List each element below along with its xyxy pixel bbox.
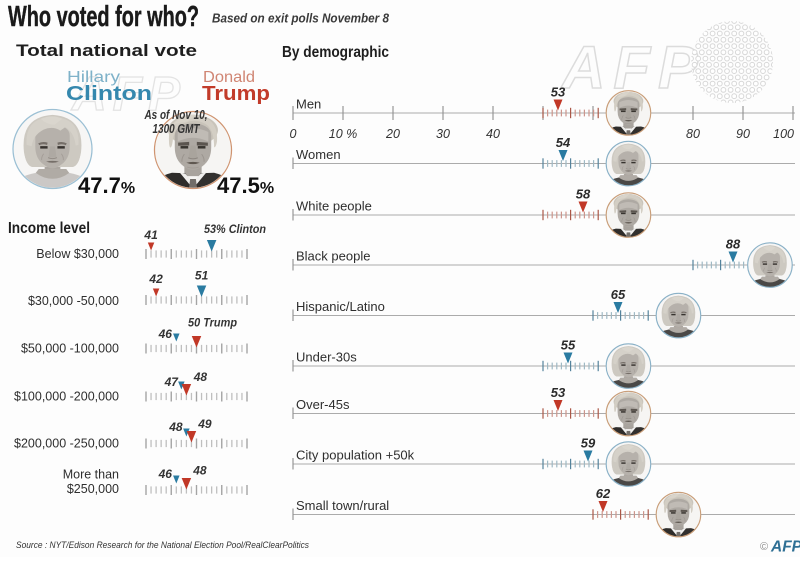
svg-text:$50,000 -100,000: $50,000 -100,000 bbox=[21, 342, 119, 356]
svg-text:59: 59 bbox=[581, 436, 596, 451]
svg-text:54: 54 bbox=[556, 135, 571, 150]
svg-text:©: © bbox=[760, 541, 768, 553]
svg-text:By demographic: By demographic bbox=[282, 44, 389, 61]
svg-text:47: 47 bbox=[164, 375, 180, 389]
svg-text:80: 80 bbox=[686, 127, 700, 141]
svg-text:Trump: Trump bbox=[202, 83, 270, 105]
svg-text:$250,000: $250,000 bbox=[67, 482, 119, 496]
svg-text:AFP: AFP bbox=[770, 539, 800, 556]
svg-text:58: 58 bbox=[576, 187, 591, 202]
svg-text:88: 88 bbox=[726, 237, 741, 252]
svg-text:$30,000 -50,000: $30,000 -50,000 bbox=[28, 294, 119, 308]
svg-text:White people: White people bbox=[296, 199, 372, 214]
svg-text:Men: Men bbox=[296, 97, 321, 112]
svg-text:100: 100 bbox=[773, 127, 794, 141]
svg-text:Income level: Income level bbox=[8, 220, 90, 237]
svg-text:Hispanic/Latino: Hispanic/Latino bbox=[296, 299, 385, 314]
svg-text:1300 GMT: 1300 GMT bbox=[153, 122, 201, 136]
svg-text:30: 30 bbox=[436, 127, 450, 141]
svg-text:46: 46 bbox=[158, 327, 173, 341]
svg-text:53: 53 bbox=[551, 385, 566, 400]
svg-text:City population +50k: City population +50k bbox=[296, 448, 415, 463]
svg-text:10 %: 10 % bbox=[329, 127, 358, 141]
svg-text:Hillary: Hillary bbox=[67, 69, 120, 86]
svg-text:20: 20 bbox=[385, 127, 400, 141]
svg-text:55: 55 bbox=[561, 338, 576, 353]
svg-text:Women: Women bbox=[296, 147, 341, 162]
svg-text:$200,000 -250,000: $200,000 -250,000 bbox=[14, 437, 119, 451]
svg-text:Total national vote: Total national vote bbox=[16, 41, 197, 60]
svg-text:Under-30s: Under-30s bbox=[296, 350, 357, 365]
svg-text:48: 48 bbox=[193, 370, 208, 384]
svg-text:53% Clinton: 53% Clinton bbox=[204, 222, 266, 236]
svg-text:Source : NYT/Edison Research f: Source : NYT/Edison Research for the Nat… bbox=[16, 540, 309, 551]
svg-text:50 Trump: 50 Trump bbox=[188, 316, 237, 330]
svg-text:90: 90 bbox=[736, 127, 750, 141]
svg-text:Donald: Donald bbox=[203, 69, 255, 86]
svg-text:Over-45s: Over-45s bbox=[296, 397, 350, 412]
svg-text:Who voted for who?: Who voted for who? bbox=[8, 1, 199, 33]
svg-text:0: 0 bbox=[290, 127, 297, 141]
svg-text:65: 65 bbox=[611, 287, 626, 302]
svg-text:Clinton: Clinton bbox=[66, 83, 152, 105]
svg-text:Based on exit polls November 8: Based on exit polls November 8 bbox=[212, 11, 390, 26]
svg-text:As of Nov 10,: As of Nov 10, bbox=[144, 108, 208, 122]
svg-text:AFP: AFP bbox=[71, 68, 186, 121]
svg-text:48: 48 bbox=[192, 464, 207, 478]
svg-text:48: 48 bbox=[168, 420, 183, 434]
svg-text:51: 51 bbox=[195, 269, 209, 283]
svg-text:42: 42 bbox=[148, 272, 163, 286]
svg-text:Below $30,000: Below $30,000 bbox=[36, 247, 119, 261]
svg-text:53: 53 bbox=[551, 85, 566, 100]
svg-text:46: 46 bbox=[158, 467, 173, 481]
svg-text:49: 49 bbox=[197, 417, 212, 431]
svg-text:41: 41 bbox=[143, 228, 158, 242]
svg-text:$100,000 -200,000: $100,000 -200,000 bbox=[14, 390, 119, 404]
svg-text:40: 40 bbox=[486, 127, 500, 141]
svg-text:Black people: Black people bbox=[296, 249, 370, 264]
svg-text:More than: More than bbox=[63, 468, 119, 482]
svg-text:62: 62 bbox=[596, 486, 611, 501]
svg-text:Small town/rural: Small town/rural bbox=[296, 498, 389, 513]
